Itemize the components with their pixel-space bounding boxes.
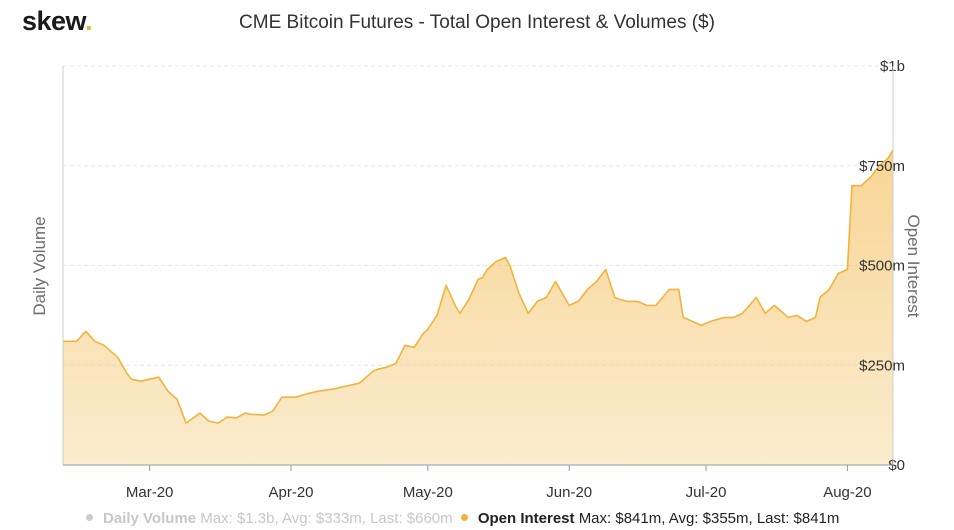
axes-layer: $0 $250m $500m $750m $1b Mar-20 Apr-20 May-20 Ju… bbox=[62, 58, 905, 501]
legend-item-open-interest[interactable]: Open Interest Max: $841m, Avg: $355m, La… bbox=[460, 510, 840, 527]
legend-open-interest-name: Open Interest bbox=[477, 510, 575, 527]
y-tick-label: $750m bbox=[859, 158, 905, 175]
brand-logo: skew. bbox=[22, 6, 93, 37]
y-axis-right-title: Open Interest bbox=[904, 214, 923, 317]
legend-daily-volume-stats: Max: $1.3b, Avg: $333m, Last: $660m bbox=[200, 510, 453, 527]
legend-item-daily-volume[interactable]: Daily Volume Max: $1.3b, Avg: $333m, Las… bbox=[86, 510, 453, 527]
daily-volume-bullet-icon bbox=[86, 514, 93, 521]
y-tick-label: $500m bbox=[859, 258, 905, 275]
x-tick-label: Jun-20 bbox=[546, 484, 592, 501]
y-tick-label: $250m bbox=[859, 357, 905, 374]
open-interest-line bbox=[63, 149, 894, 424]
open-interest-area bbox=[63, 149, 893, 466]
chart-title: CME Bitcoin Futures - Total Open Interes… bbox=[239, 12, 715, 33]
y-axis-left-title: Daily Volume bbox=[30, 216, 49, 315]
brand-logo-text: skew bbox=[22, 6, 86, 36]
y-tick-label: $0 bbox=[888, 457, 905, 474]
legend-daily-volume-name: Daily Volume bbox=[103, 510, 197, 527]
x-tick-label: May-20 bbox=[403, 484, 453, 501]
x-tick-label: Mar-20 bbox=[126, 484, 174, 501]
chart-legend: Daily Volume Max: $1.3b, Avg: $333m, Las… bbox=[86, 510, 843, 527]
x-tick-label: Apr-20 bbox=[269, 484, 314, 501]
brand-logo-dot: . bbox=[85, 6, 93, 36]
x-tick-label: Aug-20 bbox=[823, 484, 871, 501]
x-tick-label: Jul-20 bbox=[686, 484, 727, 501]
legend-open-interest-stats: Max: $841m, Avg: $355m, Last: $841m bbox=[578, 510, 840, 527]
open-interest-bullet-icon bbox=[460, 514, 468, 521]
y-tick-label: $1b bbox=[880, 58, 905, 75]
